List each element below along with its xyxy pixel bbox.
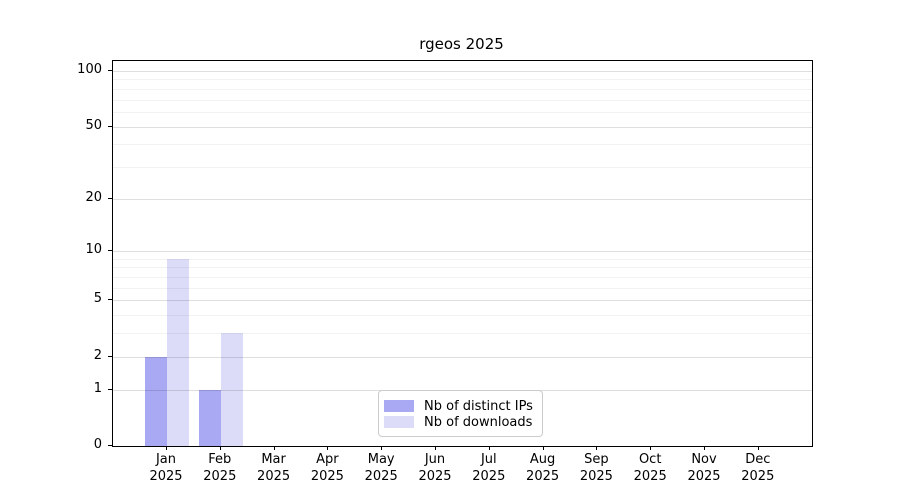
- x-tick: [542, 446, 544, 450]
- x-tick-label-month: Oct: [638, 452, 662, 467]
- x-tick-label-year: 2025: [741, 469, 775, 484]
- grid-layer: [113, 61, 812, 446]
- minor-gridline: [113, 111, 812, 113]
- plot-area: [112, 60, 813, 447]
- bars-layer: [113, 61, 812, 446]
- x-tick: [596, 446, 598, 450]
- y-tick: [108, 125, 112, 127]
- x-tick-label-month: Dec: [745, 452, 771, 467]
- x-tick-label-year: 2025: [257, 469, 291, 484]
- x-tick: [381, 446, 383, 450]
- x-tick-label-year: 2025: [579, 469, 613, 484]
- legend-item-downloads: Nb of downloads: [384, 414, 534, 430]
- major-gridline: [113, 251, 812, 253]
- legend-item-distinct-ips: Nb of distinct IPs: [384, 398, 534, 414]
- y-tick-label: 2: [93, 347, 102, 363]
- legend-swatch-distinct-ips: [384, 400, 414, 412]
- x-tick-label-year: 2025: [418, 469, 452, 484]
- y-tick-label: 1: [93, 380, 102, 396]
- x-tick-label-year: 2025: [472, 469, 506, 484]
- major-gridline: [113, 356, 812, 358]
- y-tick-label: 20: [85, 189, 102, 205]
- minor-gridline: [113, 333, 812, 335]
- minor-gridline: [113, 287, 812, 289]
- major-gridline: [113, 71, 812, 72]
- x-tick-label-month: Jan: [155, 452, 177, 467]
- minor-gridline: [113, 258, 812, 260]
- legend-label: Nb of distinct IPs: [424, 398, 533, 414]
- x-tick-label-month: Aug: [529, 452, 556, 467]
- y-tick: [108, 355, 112, 357]
- y-tick-label: 5: [93, 291, 102, 307]
- x-tick-label-year: 2025: [364, 469, 398, 484]
- legend-label: Nb of downloads: [424, 414, 533, 430]
- x-tick: [219, 446, 221, 450]
- y-tick: [108, 197, 112, 199]
- minor-gridline: [113, 99, 812, 101]
- y-tick: [108, 299, 112, 301]
- minor-gridline: [113, 79, 812, 81]
- y-tick: [108, 388, 112, 390]
- x-tick-label-month: Mar: [261, 452, 286, 467]
- bar-nb-of-downloads-jan: [167, 258, 189, 446]
- minor-gridline: [113, 144, 812, 146]
- x-tick: [650, 446, 652, 450]
- bar-nb-of-distinct-ips-jan: [145, 356, 167, 446]
- x-tick-label-year: 2025: [203, 469, 237, 484]
- y-tick-label: 100: [77, 62, 102, 77]
- minor-gridline: [113, 88, 812, 90]
- chart-title: rgeos 2025: [419, 35, 504, 53]
- bar-nb-of-distinct-ips-feb: [198, 389, 221, 446]
- x-tick: [757, 446, 759, 450]
- x-tick-label-month: Sep: [584, 452, 609, 467]
- bar-nb-of-downloads-feb: [220, 333, 243, 446]
- major-gridline: [113, 126, 812, 128]
- y-tick: [108, 250, 112, 252]
- minor-gridline: [113, 267, 812, 269]
- x-tick-label-month: Apr: [316, 452, 339, 467]
- x-tick: [704, 446, 705, 450]
- x-tick-label-month: Jul: [480, 452, 497, 467]
- legend: Nb of distinct IPs Nb of downloads: [378, 390, 543, 437]
- major-gridline: [113, 300, 812, 302]
- x-tick-label-year: 2025: [149, 469, 183, 484]
- minor-gridline: [113, 277, 812, 279]
- y-tick: [108, 70, 112, 71]
- y-tick-label: 50: [85, 117, 102, 133]
- x-tick-label-month: May: [367, 452, 395, 467]
- x-tick: [273, 446, 275, 450]
- minor-gridline: [113, 166, 812, 168]
- x-tick-label-month: Jun: [424, 452, 446, 467]
- minor-gridline: [113, 315, 812, 317]
- x-tick-label-month: Feb: [208, 452, 232, 467]
- x-tick: [166, 446, 167, 450]
- x-tick-label-year: 2025: [310, 469, 344, 484]
- y-tick-label: 0: [93, 437, 102, 452]
- major-gridline: [113, 198, 812, 200]
- x-tick-label-year: 2025: [526, 469, 560, 484]
- x-tick: [327, 446, 329, 450]
- legend-swatch-downloads: [384, 416, 414, 428]
- x-tick-label-month: Nov: [691, 452, 717, 467]
- x-tick-label-year: 2025: [633, 469, 667, 484]
- y-tick: [108, 445, 112, 446]
- x-tick: [435, 446, 436, 450]
- y-tick-label: 10: [85, 242, 102, 258]
- x-tick-label-year: 2025: [687, 469, 721, 484]
- x-tick: [488, 446, 490, 450]
